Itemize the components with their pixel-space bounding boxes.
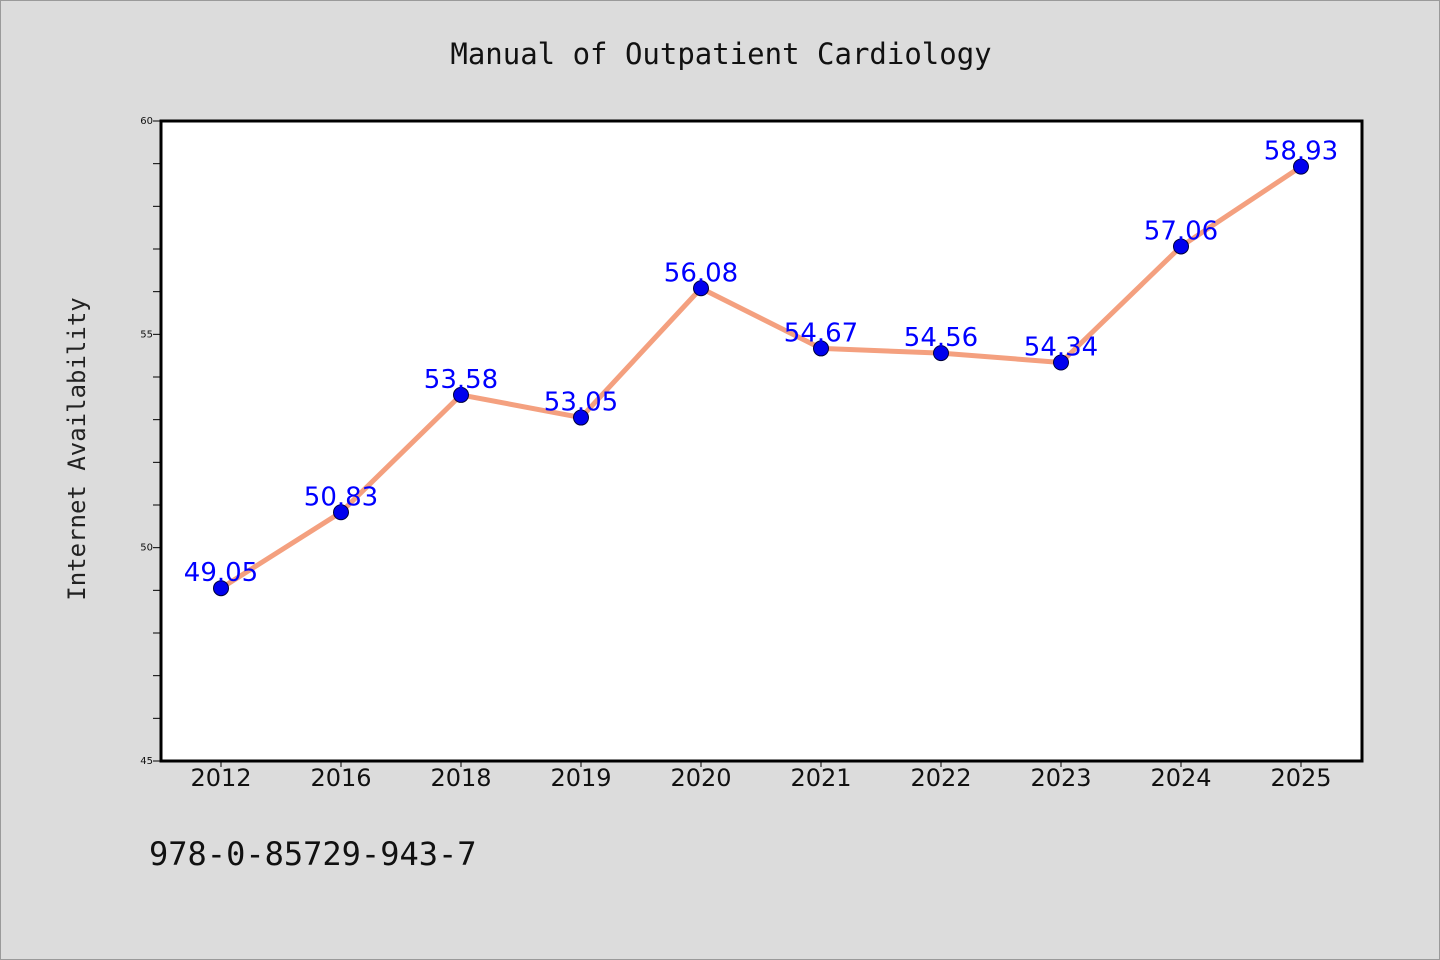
y-tick-label: 60 <box>140 116 153 127</box>
y-tick-label: 50 <box>140 543 153 554</box>
x-tick-label: 2019 <box>550 764 611 792</box>
data-series: 49.05 50.83 53.58 53.05 56.08 54.67 54.56 54.34… <box>184 137 1338 597</box>
x-tick-label: 2023 <box>1030 764 1091 792</box>
x-tick-label: 2024 <box>1150 764 1211 792</box>
data-label: 54.56 <box>904 323 978 353</box>
data-label: 56.08 <box>664 258 738 288</box>
x-tick-label: 2022 <box>910 764 971 792</box>
data-label: 58.93 <box>1264 137 1338 167</box>
y-tick-label: 45 <box>140 756 153 767</box>
data-point <box>453 386 469 403</box>
x-tick-label: 2016 <box>310 764 371 792</box>
data-point <box>1293 158 1309 175</box>
isbn-footer: 978-0-85729-943-7 <box>149 835 477 873</box>
y-axis: 45 50 55 60 <box>140 116 161 767</box>
y-tick-label: 55 <box>140 329 153 340</box>
data-point <box>1053 354 1069 371</box>
data-point <box>693 280 709 297</box>
series-line <box>218 164 1304 591</box>
x-tick-label: 2018 <box>430 764 491 792</box>
x-tick-label: 2025 <box>1270 764 1331 792</box>
y-axis-label: Internet Availability <box>63 297 91 600</box>
x-tick-label: 2020 <box>670 764 731 792</box>
data-point <box>573 409 589 426</box>
x-axis: 2012 2016 2018 2019 2020 2021 2022 2023 2024 2025 <box>190 761 1332 792</box>
data-label: 53.58 <box>424 365 498 395</box>
data-point <box>333 504 349 521</box>
x-tick-label: 2021 <box>790 764 851 792</box>
data-point <box>1173 238 1189 255</box>
data-point <box>813 340 829 357</box>
data-label: 54.34 <box>1024 332 1098 362</box>
x-tick-label: 2012 <box>190 764 251 792</box>
data-label: 53.05 <box>544 388 618 418</box>
data-point <box>213 580 229 597</box>
data-label: 49.05 <box>184 558 258 588</box>
chart-title: Manual of Outpatient Cardiology <box>450 37 991 71</box>
data-label: 50.83 <box>304 482 378 512</box>
data-point <box>933 345 949 362</box>
plot-area <box>159 119 1364 763</box>
data-label: 57.06 <box>1144 216 1218 246</box>
data-label: 54.67 <box>784 318 858 348</box>
